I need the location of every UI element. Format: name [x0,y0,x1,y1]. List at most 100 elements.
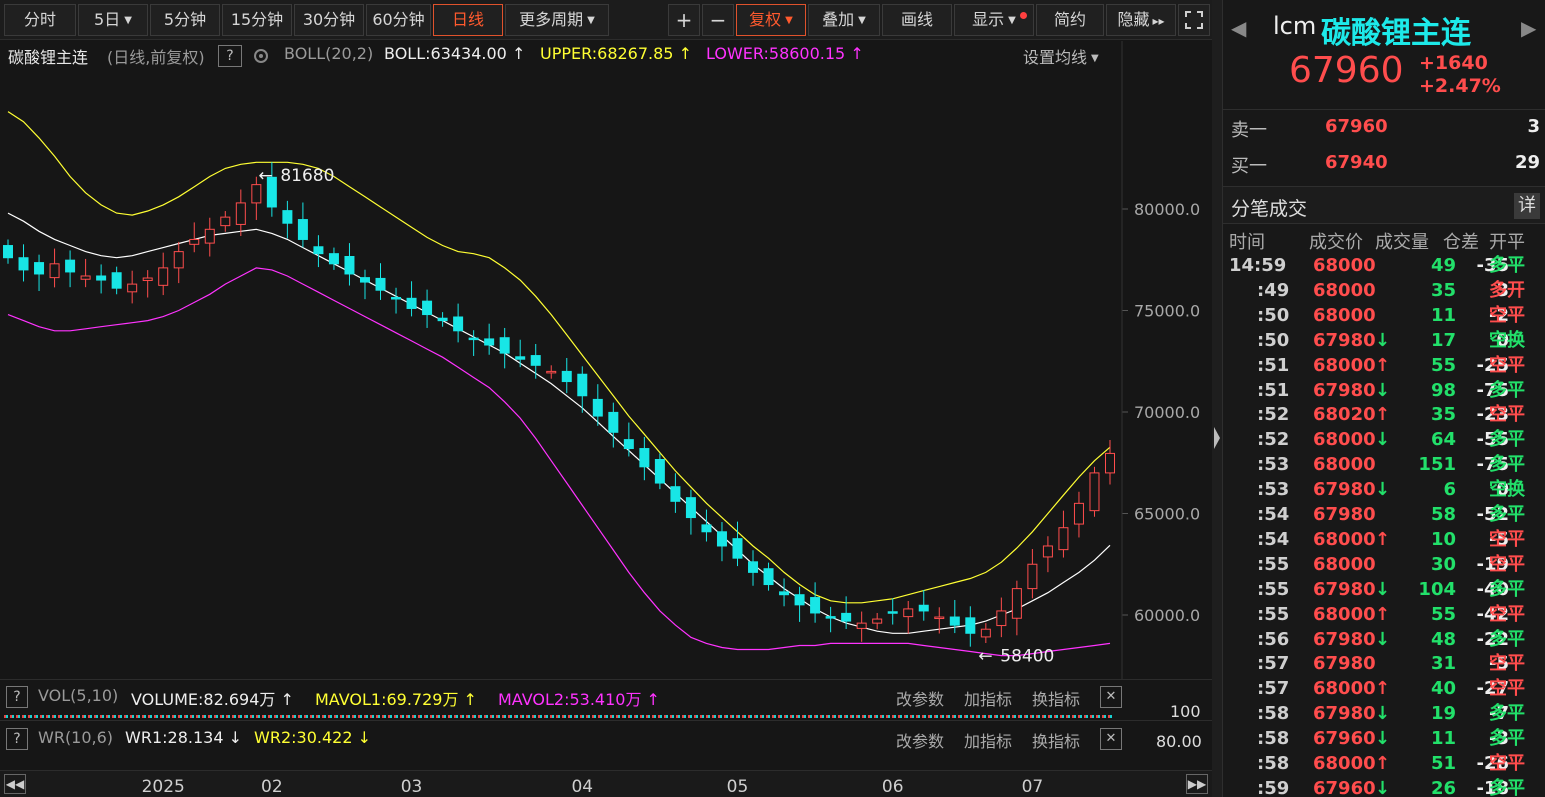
settings-gear-icon[interactable] [251,46,271,70]
scroll-right-icon[interactable]: ▶▶ [1186,774,1208,794]
tick-oi-diff: -27 [1476,678,1509,700]
timeline-scrollbar[interactable]: ◀◀ ▶▶ [0,770,1212,797]
candle-body [577,373,588,397]
candle-body [530,355,541,366]
collapse-arrow-icon[interactable] [1212,423,1222,453]
tick-open-close: 空平 [1489,528,1525,550]
tick-open-close: 空平 [1489,304,1525,326]
tick-row: :50 67980 ↓ 17 0 空换 [1223,328,1545,353]
x-tick-label: 05 [727,777,749,797]
candle-body [623,439,634,450]
tab-5min[interactable]: 5分钟 [150,4,220,36]
tick-time: :57 [1257,653,1290,675]
close-icon[interactable]: ✕ [1100,686,1122,708]
fullscreen-button[interactable] [1178,4,1210,36]
switch-indicator-button[interactable]: 换指标 [1032,732,1081,751]
tick-time: :53 [1257,454,1290,476]
set-ma-button[interactable]: 设置均线 ▼ [1023,44,1099,68]
candle-body [359,277,370,283]
change-params-button[interactable]: 改参数 [896,690,945,709]
tick-arrow: ↑ [1375,354,1391,376]
bid-row: 买一 67940 29 [1223,152,1545,178]
candle-body [173,251,184,269]
zoom-out-button[interactable]: − [702,4,734,36]
change-params-button[interactable]: 改参数 [896,732,945,751]
tick-price: 67980 [1313,578,1376,600]
adjust-rights-button[interactable]: 复权 ▼ [736,4,806,36]
candle-body [18,257,29,271]
hide-button[interactable]: 隐藏 ▸▸ [1106,4,1176,36]
tick-price: 68000 [1313,354,1376,376]
candle-body [220,216,231,227]
tab-60min[interactable]: 60分钟 [366,4,431,36]
candle-body [251,184,262,204]
tick-volume: 40 [1430,678,1456,700]
detail-button[interactable]: 详 [1514,193,1540,219]
next-contract-icon[interactable]: ▶ [1521,16,1537,40]
tab-timeshare[interactable]: 分时 [4,4,76,36]
switch-indicator-button[interactable]: 换指标 [1032,690,1081,709]
candle-body [437,317,448,322]
indicator-name[interactable]: BOLL(20,2) [284,44,374,63]
display-button[interactable]: 显示 ▼ [954,4,1034,36]
button-label: 设置均线 [1023,48,1088,67]
tick-price: 68000 [1313,528,1376,550]
candle-body [794,594,805,606]
simple-mode-button[interactable]: 简约 [1036,4,1104,36]
zoom-in-button[interactable]: + [668,4,700,36]
add-indicator-button[interactable]: 加指标 [964,732,1013,751]
tick-row: :58 68000 ↑ 51 -26 空平 [1223,751,1545,776]
tick-open-close: 多平 [1489,703,1525,725]
col-oi-diff: 仓差 [1443,232,1479,253]
candlestick-chart[interactable]: 80000.0 75000.0 70000.0 65000.0 60000.0 8168… [0,0,1212,797]
tick-volume: 26 [1430,777,1456,797]
tick-oi-diff: 3 [1496,279,1509,301]
add-indicator-button[interactable]: 加指标 [964,690,1013,709]
tick-oi-diff: -52 [1476,504,1509,525]
boll-mid-line [7,212,1111,634]
tab-15min[interactable]: 15分钟 [222,4,292,36]
candle-body [468,337,479,341]
tick-row: :53 68000 151 -75 多平 [1223,452,1545,477]
tick-row: :54 67980 58 -52 多平 [1223,502,1545,527]
tick-open-close: 空平 [1489,753,1525,774]
tick-price: 67960 [1313,777,1376,797]
overlay-button[interactable]: 叠加 ▼ [808,4,880,36]
help-button[interactable]: ? [6,686,28,708]
tick-volume: 17 [1430,329,1456,351]
tab-5day[interactable]: 5日 ▼ [78,4,148,36]
quote-header: ◀ lcm 碳酸锂主连 ▶ 67960 +1640 +2.47% [1223,0,1545,110]
tick-price: 68020 [1313,404,1376,426]
close-icon[interactable]: ✕ [1100,728,1122,750]
candle-body [127,283,138,293]
wr-subchart: ? WR(10,6) WR1:28.134 ↓ WR2:30.422 ↓ 改参数… [0,720,1212,760]
bid-volume: 29 [1514,152,1540,173]
candle-body [204,228,215,244]
ticks-title: 分笔成交 [1231,198,1308,220]
mavol2-value: MAVOL2:53.410万 ↑ [498,690,660,709]
prev-contract-icon[interactable]: ◀ [1231,16,1247,40]
tab-30min[interactable]: 30分钟 [294,4,364,36]
help-button[interactable]: ? [218,45,242,67]
tick-oi-diff: -40 [1476,578,1509,600]
draw-line-button[interactable]: 画线 [882,4,952,36]
tick-time: :54 [1257,504,1290,525]
tab-more-periods[interactable]: 更多周期 ▼ [505,4,609,36]
tick-open-close: 空平 [1489,653,1525,675]
vol-indicator-name[interactable]: VOL(5,10) [38,686,119,705]
fullscreen-icon [1185,11,1203,29]
candle-body [1011,588,1022,619]
panel-divider[interactable] [1212,0,1222,797]
tick-price: 68000 [1313,553,1376,575]
tick-time: :50 [1257,329,1290,351]
col-time: 时间 [1229,232,1265,253]
tab-daily[interactable]: 日线 [433,4,503,36]
tick-oi-diff: 0 [1496,329,1509,351]
wr-indicator-name[interactable]: WR(10,6) [38,728,114,747]
caret-down-icon: ▼ [1008,14,1016,26]
tick-price: 67980 [1313,329,1376,351]
help-button[interactable]: ? [6,728,28,750]
candle-body [282,210,293,224]
candles [3,162,1115,647]
scroll-left-icon[interactable]: ◀◀ [4,774,26,794]
